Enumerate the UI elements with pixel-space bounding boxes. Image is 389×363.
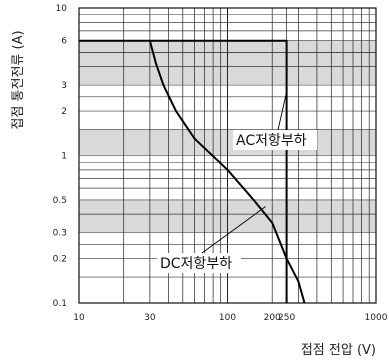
y-tick-label: 0.2 — [53, 255, 67, 265]
y-tick-label: 2 — [61, 107, 67, 117]
y-tick-label: 1 — [61, 152, 67, 162]
y-tick-label: 0.5 — [53, 196, 67, 206]
x-tick-label: 30 — [144, 313, 156, 323]
series-line-0 — [79, 39, 288, 303]
series-line-1 — [148, 40, 306, 304]
annotation-label-0: AC저항부하 — [236, 133, 307, 149]
x-tick-label: 10 — [73, 313, 85, 323]
y-tick-label: 10 — [56, 4, 68, 14]
series-lines — [79, 39, 306, 304]
y-tick-label: 0.1 — [53, 299, 67, 309]
y-tick-label: 6 — [61, 37, 67, 47]
annotations: AC저항부하 DC저항부하 — [157, 91, 317, 273]
y-tick-labels: 0.1 0.2 0.3 0.5 1 2 3 6 10 — [53, 4, 68, 309]
plot-frame — [78, 7, 377, 304]
x-tick-label: 250 — [278, 313, 295, 323]
x-tick-label: 100 — [219, 313, 236, 323]
annotation-bg-1 — [157, 253, 241, 273]
y-tick-label: 3 — [61, 81, 67, 91]
annotation-leader-0 — [277, 91, 288, 131]
x-tick-label: 1000 — [365, 313, 388, 323]
y-axis-title: 접점 통전전류 (A) — [11, 30, 26, 129]
annotation-leader-1 — [201, 206, 266, 254]
x-axis-title: 접점 전압 (V) — [301, 343, 376, 358]
x-tick-label: 200 — [264, 313, 281, 323]
annotation-bg-0 — [233, 130, 317, 150]
y-tick-label: 0.3 — [53, 229, 67, 239]
annotation-label-1: DC저항부하 — [160, 256, 232, 272]
